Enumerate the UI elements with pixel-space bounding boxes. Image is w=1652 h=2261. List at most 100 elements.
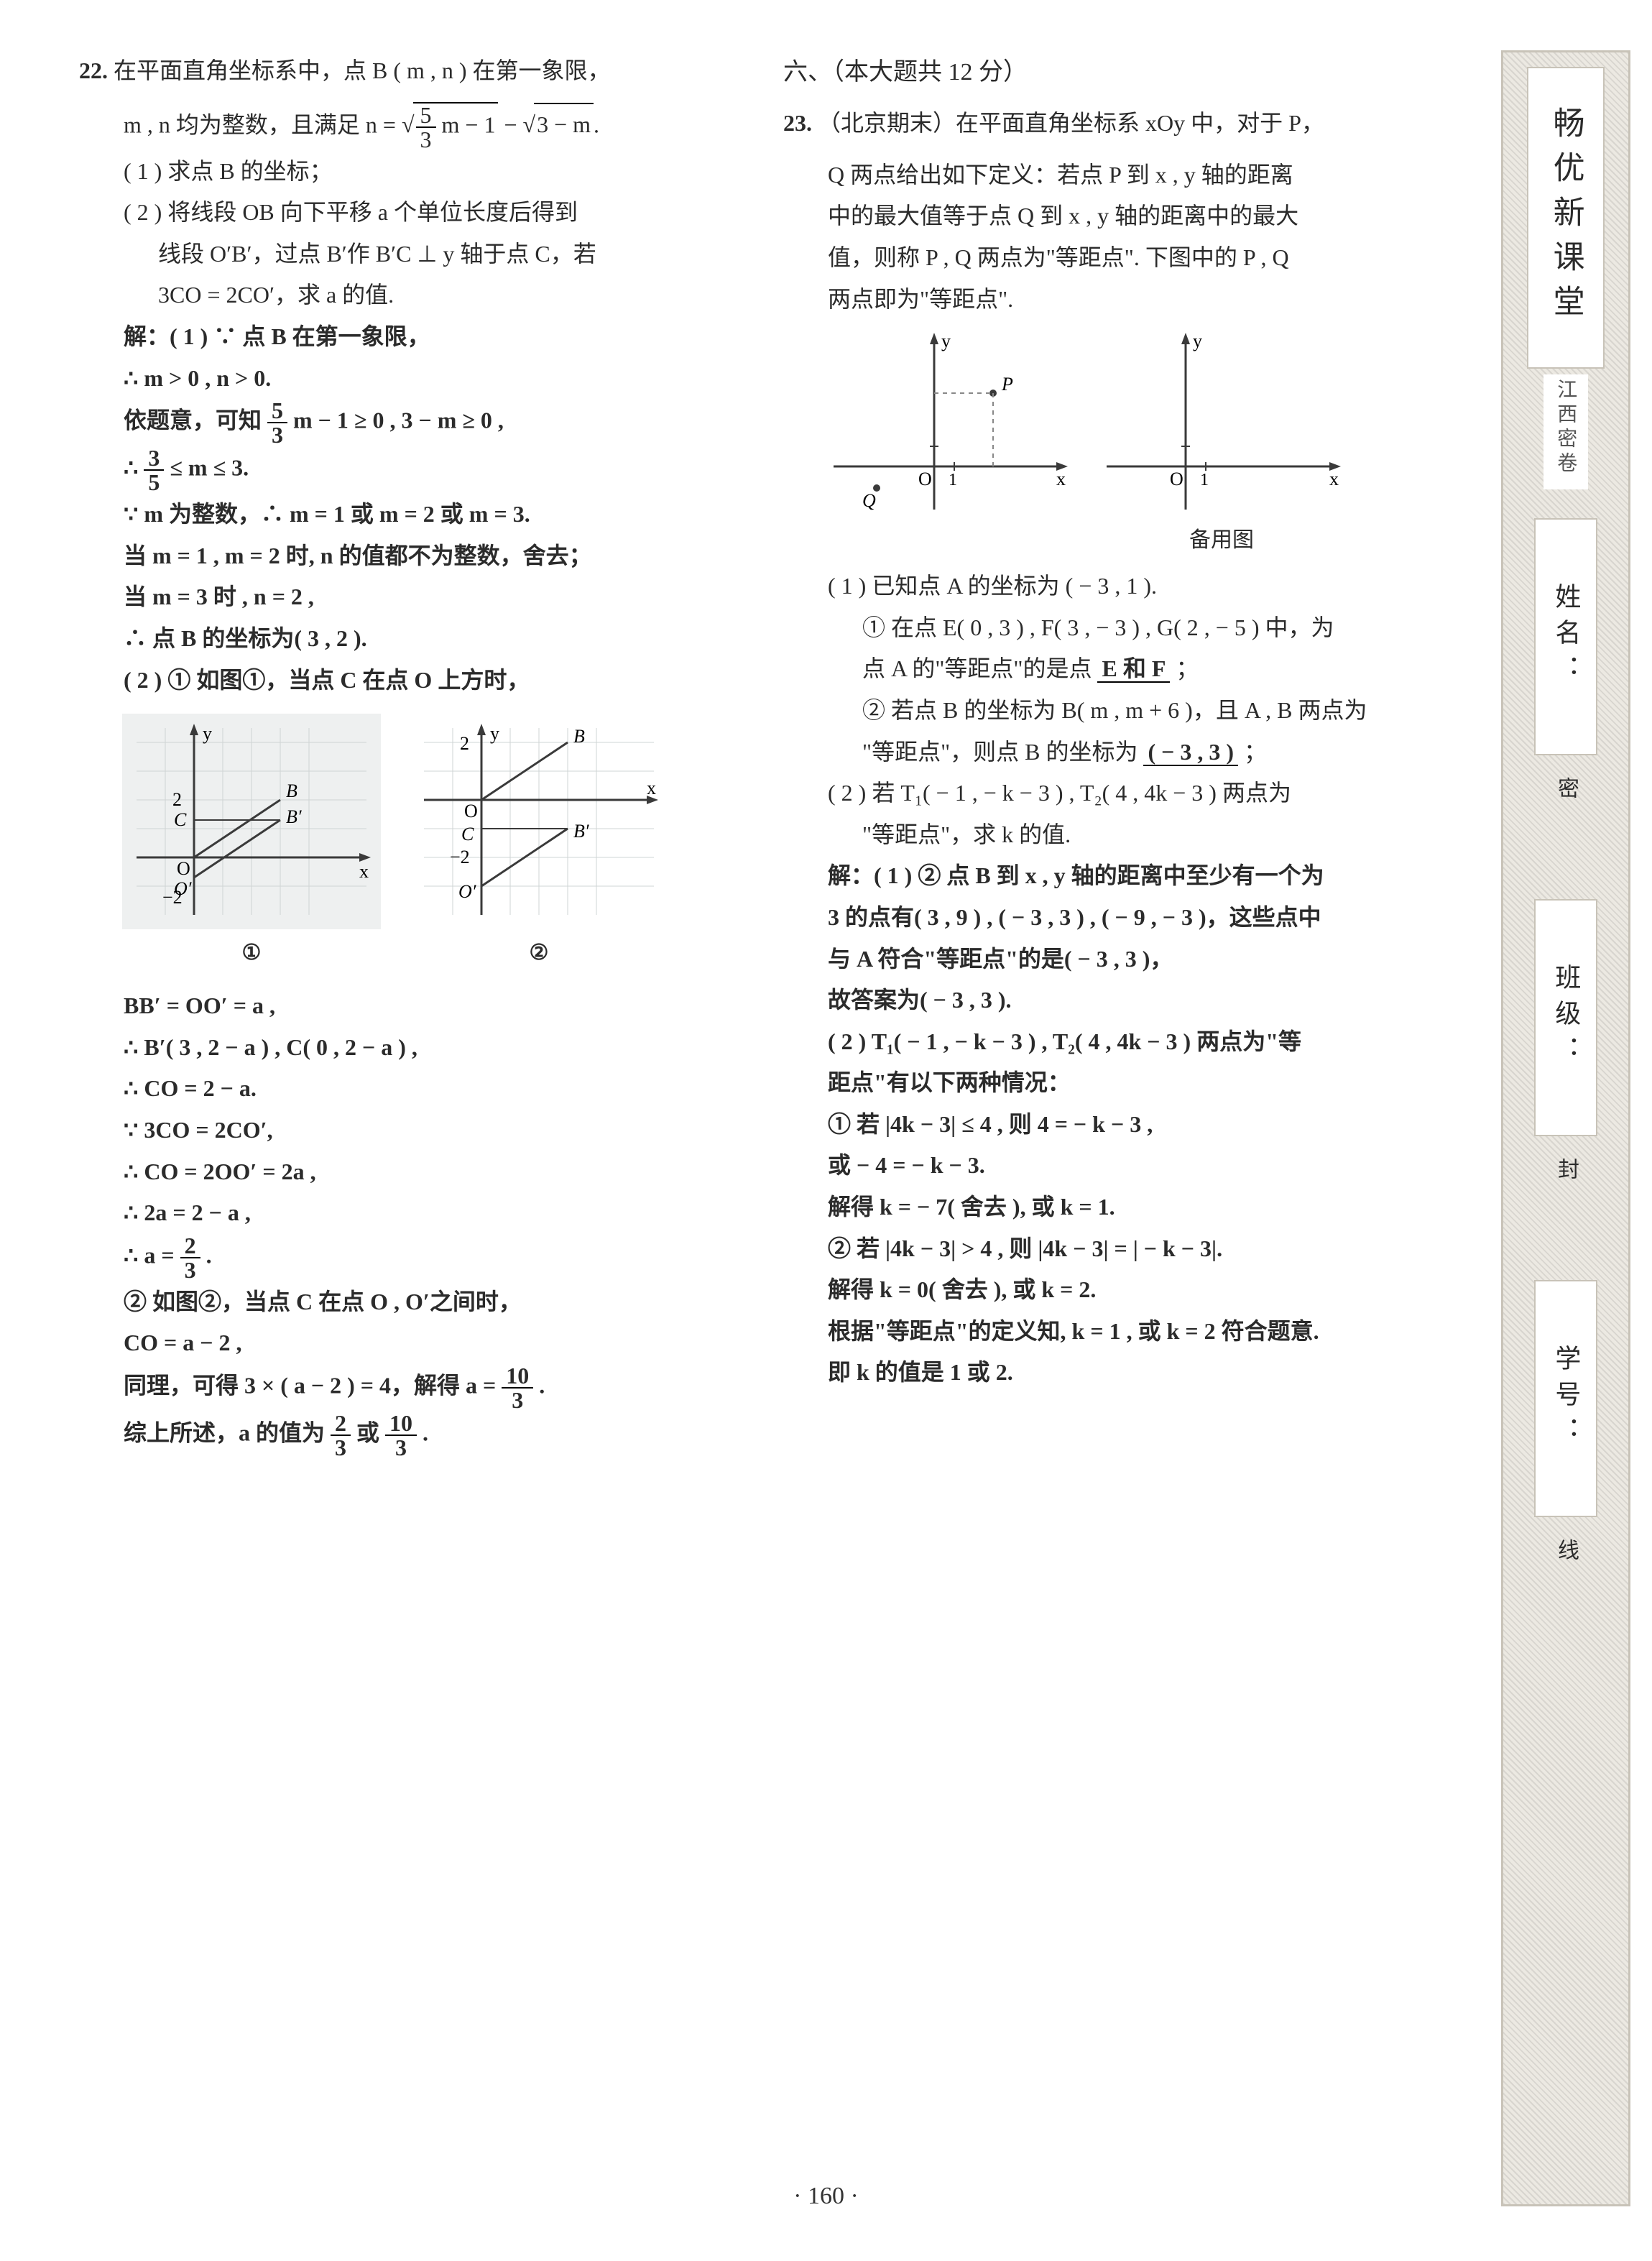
chart-a-wrap: y x 1 O P Q: [826, 330, 1071, 560]
svg-text:B′: B′: [573, 821, 589, 842]
q22-part2c: 3CO = 2CO′，求 a 的值.: [79, 275, 755, 316]
sol-l6: 当 m = 3 时 , n = 2 ,: [79, 576, 755, 618]
sqrt-body: 53 m − 1: [413, 102, 499, 151]
q22: 22. 在平面直角坐标系中，点 B ( m , n ) 在第一象限，: [79, 50, 755, 92]
rsol2-l3: 解得 k = − 7( 舍去 ), 或 k = 1.: [783, 1187, 1459, 1228]
left-column: 22. 在平面直角坐标系中，点 B ( m , n ) 在第一象限， m , n…: [79, 50, 755, 1459]
q23: 23. （北京期末）在平面直角坐标系 xOy 中，对于 P，: [783, 103, 1459, 144]
sidebar-id-field: 学号：: [1534, 1280, 1598, 1517]
s2-l4: ∵ 3CO = 2CO′,: [79, 1110, 755, 1151]
p1b-l2: "等距点"，则点 B 的坐标为 ( − 3 , 3 ) ；: [783, 732, 1459, 773]
s2-l10: 同理，可得 3 × ( a − 2 ) = 4，解得 a = 103 .: [79, 1364, 755, 1412]
svg-text:2: 2: [460, 733, 469, 754]
sqrt-icon: [402, 111, 412, 137]
q23-number: 23.: [783, 110, 812, 136]
q22-part1: ( 1 ) 求点 B 的坐标；: [79, 151, 755, 193]
chart-b-wrap: y x 1 O 备用图: [1099, 330, 1344, 560]
svg-text:−2: −2: [450, 847, 470, 867]
q22-line2: m , n 均为整数，且满足 n = 53 m − 1 − 3 − m.: [79, 102, 755, 151]
p2-l1: ( 2 ) 若 T₁( − 1 , − k − 3 ) , T₂( 4 , 4k…: [783, 773, 1459, 814]
svg-text:O: O: [1170, 469, 1183, 489]
q23-l2: Q 两点给出如下定义：若点 P 到 x , y 轴的距离: [783, 155, 1459, 196]
sol-l2: 依题意，可知 53 m − 1 ≥ 0 , 3 − m ≥ 0 ,: [79, 399, 755, 446]
svg-text:y: y: [941, 331, 951, 351]
answer-blank-2: ( − 3 , 3 ): [1143, 739, 1238, 766]
rsol2-l7: 即 k 的值是 1 或 2.: [783, 1352, 1459, 1394]
q22-line1: 在平面直角坐标系中，点 B ( m , n ) 在第一象限，: [114, 57, 611, 83]
sol-l4: ∵ m 为整数，∴ m = 1 或 m = 2 或 m = 3.: [79, 494, 755, 535]
svg-text:B: B: [573, 726, 585, 747]
page-root: 22. 在平面直角坐标系中，点 B ( m , n ) 在第一象限， m , n…: [0, 0, 1652, 1488]
q23-l4: 值，则称 P , Q 两点为"等距点". 下图中的 P , Q: [783, 237, 1459, 279]
svg-text:x: x: [1329, 469, 1339, 489]
svg-text:y: y: [490, 723, 499, 744]
sol-l7: ∴ 点 B 的坐标为( 3 , 2 ).: [79, 618, 755, 660]
s2-l11: 综上所述，a 的值为 23 或 103 .: [79, 1412, 755, 1459]
chart-a: y x 1 O P Q: [826, 330, 1071, 517]
chart2-caption: ②: [410, 934, 668, 972]
charts-row: y x 2 −2 O O′ B B′ C ①: [122, 714, 755, 972]
rsol-l3: 故答案为( − 3 , 3 ).: [783, 980, 1459, 1021]
rsol2-l6: 根据"等距点"的定义知, k = 1 , 或 k = 2 符合题意.: [783, 1311, 1459, 1353]
svg-text:O: O: [177, 858, 190, 879]
s2-l6: ∴ 2a = 2 − a ,: [79, 1192, 755, 1234]
chart-b: y x 1 O: [1099, 330, 1344, 517]
p2-l2: "等距点"，求 k 的值.: [783, 814, 1459, 856]
sqrt-icon-2: [523, 111, 533, 137]
svg-text:B′: B′: [286, 806, 302, 827]
binding-sidebar: 畅优新课堂 江西密卷 姓名： 密 班级： 封 学号： 线: [1501, 50, 1630, 2206]
rsol2-l2: 或 − 4 = − k − 3.: [783, 1145, 1459, 1187]
q23-line1: （北京期末）在平面直角坐标系 xOy 中，对于 P，: [818, 110, 1324, 136]
answer-blank-1: E 和 F: [1097, 655, 1170, 683]
svg-text:C: C: [461, 824, 474, 844]
sol-head: 解：( 1 ) ∵ 点 B 在第一象限，: [79, 316, 755, 358]
svg-text:1: 1: [1200, 471, 1209, 489]
text: m , n 均为整数，且满足 n =: [124, 111, 402, 137]
s2-l7: ∴ a = 23 .: [79, 1234, 755, 1281]
svg-text:O′: O′: [458, 881, 476, 902]
svg-text:O: O: [464, 801, 478, 821]
chart-2: y x 2 −2 O O′ B B′ C: [410, 714, 668, 929]
svg-text:O′: O′: [174, 878, 192, 899]
rsol-h: 解：( 1 ) ② 点 B 到 x , y 轴的距离中至少有一个为: [783, 855, 1459, 897]
page-number: · 160 ·: [0, 2174, 1652, 2218]
p1a-l1: ① 在点 E( 0 , 3 ) , F( 3 , − 3 ) , G( 2 , …: [783, 607, 1459, 649]
chart1-caption: ①: [122, 934, 381, 972]
rsol2-h: ( 2 ) T₁( − 1 , − k − 3 ) , T₂( 4 , 4k −…: [783, 1021, 1459, 1063]
rsol2-l0: 距点"有以下两种情况：: [783, 1062, 1459, 1104]
q22-part2b: 线段 O′B′，过点 B′作 B′C ⊥ y 轴于点 C，若: [79, 234, 755, 275]
s2-l5: ∴ CO = 2OO′ = 2a ,: [79, 1151, 755, 1193]
sol-l3: ∴ 35 ≤ m ≤ 3.: [79, 446, 755, 494]
rsol-l2: 与 A 符合"等距点"的是( − 3 , 3 )，: [783, 939, 1459, 980]
rsol2-l4: ② 若 |4k − 3| > 4 , 则 |4k − 3| = | − k − …: [783, 1228, 1459, 1270]
svg-text:y: y: [1193, 331, 1202, 351]
svg-text:P: P: [1001, 374, 1013, 395]
sidebar-title: 畅优新课堂: [1527, 67, 1604, 369]
sidebar-name-field: 姓名：: [1534, 518, 1598, 755]
svg-text:O: O: [918, 469, 932, 489]
svg-text:x: x: [1056, 469, 1066, 489]
s2-l2: ∴ B′( 3 , 2 − a ) , C( 0 , 2 − a ) ,: [79, 1027, 755, 1069]
s2-l1: BB′ = OO′ = a ,: [79, 985, 755, 1027]
chart-b-caption: 备用图: [1099, 521, 1344, 560]
svg-text:C: C: [174, 809, 187, 830]
svg-text:Q: Q: [862, 490, 876, 511]
s2-l8: ② 如图②，当点 C 在点 O , O′之间时，: [79, 1281, 755, 1323]
chart-2-wrap: y x 2 −2 O O′ B B′ C ②: [410, 714, 668, 972]
q23-l3: 中的最大值等于点 Q 到 x , y 轴的距离中的最大: [783, 195, 1459, 237]
s2-l9: CO = a − 2 ,: [79, 1322, 755, 1364]
sidebar-class-field: 班级：: [1534, 899, 1598, 1136]
q22-number: 22.: [79, 57, 108, 83]
sol-l1: ∴ m > 0 , n > 0.: [79, 358, 755, 400]
p1b-l1: ② 若点 B 的坐标为 B( m , m + 6 )，且 A , B 两点为: [783, 690, 1459, 732]
seal-char-3: 线: [1546, 1539, 1585, 1611]
sol-l5: 当 m = 1 , m = 2 时, n 的值都不为整数，舍去；: [79, 535, 755, 577]
right-column: 六、（本大题共 12 分） 23. （北京期末）在平面直角坐标系 xOy 中，对…: [783, 50, 1459, 1459]
sol2-head: ( 2 ) ① 如图①，当点 C 在点 O 上方时，: [79, 660, 755, 701]
rsol2-l1: ① 若 |4k − 3| ≤ 4 , 则 4 = − k − 3 ,: [783, 1104, 1459, 1146]
svg-text:x: x: [359, 861, 369, 882]
q23-l5: 两点即为"等距点".: [783, 279, 1459, 321]
seal-char-1: 密: [1546, 777, 1585, 849]
p1a-l2: 点 A 的"等距点"的是点 E 和 F ；: [783, 648, 1459, 690]
svg-text:x: x: [647, 778, 656, 798]
